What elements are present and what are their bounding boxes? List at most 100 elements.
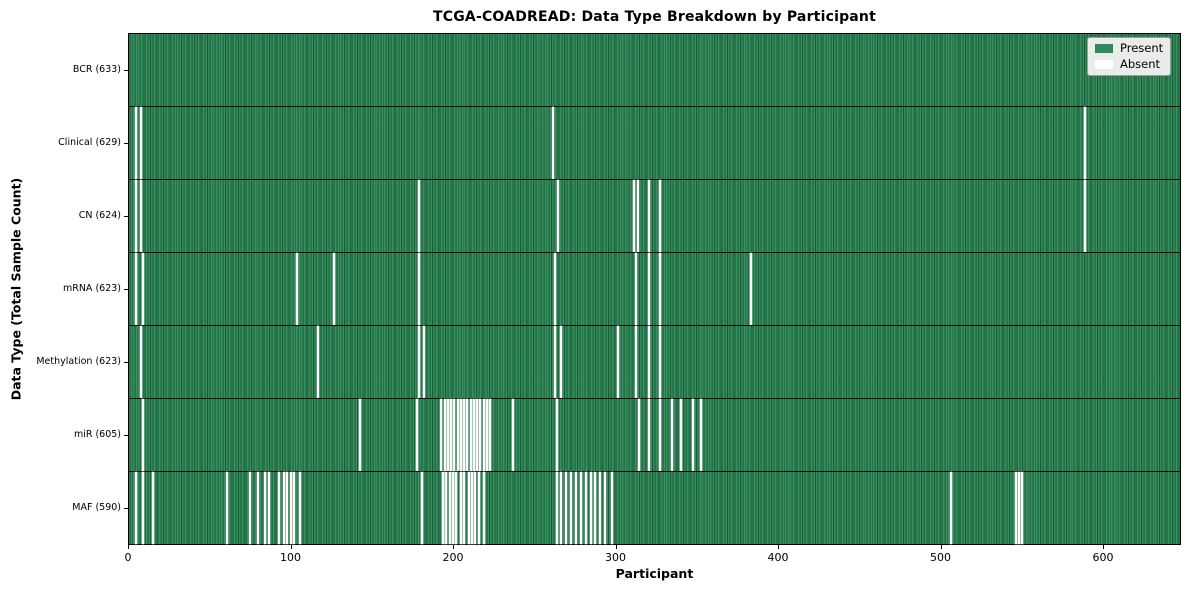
absent-stripe [659,180,662,252]
absent-stripe [263,472,266,544]
absent-stripe [474,472,477,544]
absent-stripe [680,399,683,471]
y-tick-label-BCR: BCR (633) [72,63,121,75]
legend-item-present: Present [1095,41,1164,55]
y-tick-mark [124,142,128,144]
absent-stripe [1021,472,1024,544]
x-tick-label: 600 [1092,551,1114,564]
absent-stripe [560,326,563,398]
legend: Present Absent [1087,37,1171,76]
absent-stripe [555,472,558,544]
absent-stripe [648,180,650,252]
heatmap-row-BCR [129,34,1180,106]
absent-stripe [670,399,673,471]
absent-stripe [949,472,952,544]
absent-stripe [482,399,485,471]
absent-stripe [257,472,260,544]
absent-stripe [633,180,636,252]
absent-stripe [359,399,362,471]
x-tick-label: 200 [442,551,464,564]
absent-stripe [453,399,456,471]
absent-stripe [472,399,475,471]
legend-item-absent: Absent [1095,58,1162,71]
absent-stripe [417,326,420,398]
absent-stripe [448,472,451,544]
absent-stripe [226,472,229,544]
absent-stripe [445,472,448,544]
absent-stripe [691,399,694,471]
absent-stripe [635,253,638,325]
x-tick-mark [778,545,779,549]
absent-stripe [467,472,470,544]
heatmap-plot-area [128,33,1181,545]
legend-label-present: Present [1120,41,1164,55]
absent-stripe [141,399,144,471]
absent-stripe [292,472,295,544]
absent-stripe [471,472,474,544]
y-tick-mark [124,215,128,217]
absent-stripe [140,326,143,398]
y-tick-mark [124,435,128,437]
absent-stripe [442,472,445,544]
absent-stripe [489,399,492,471]
x-tick-label: 100 [280,551,301,564]
y-tick-label-Methylation: Methylation (623) [36,356,121,368]
y-tick-label-MAF: MAF (590) [72,502,121,514]
absent-stripe [638,399,641,471]
absent-stripe [446,399,449,471]
x-axis-label: Participant [615,566,694,581]
y-axis-label: Data Type (Total Sample Count) [8,177,24,401]
absent-stripe [648,399,650,471]
chart-title: TCGA-COADREAD: Data Type Breakdown by Pa… [433,9,876,25]
absent-stripe [584,472,587,544]
absent-stripe [476,399,479,471]
absent-stripe [1084,107,1087,179]
absent-stripe [610,472,613,544]
absent-stripe [553,326,556,398]
absent-stripe [511,399,514,471]
absent-stripe [477,472,480,544]
absent-stripe [417,253,420,325]
x-tick-label: 500 [930,551,951,564]
absent-stripe [635,326,638,398]
absent-stripe [579,472,582,544]
absent-stripe [555,399,558,471]
x-tick-label: 300 [605,551,626,564]
absent-stripe [659,253,662,325]
absent-stripe [659,326,662,398]
absent-stripe [599,472,602,544]
y-tick-mark [124,508,128,510]
heatmap-row-MAF [129,471,1180,544]
absent-stripe [648,326,650,398]
y-tick-label-miR: miR (605) [73,429,121,441]
absent-stripe [422,326,425,398]
absent-stripe [459,399,462,471]
y-tick-label-CN: CN (624) [78,209,121,221]
y-tick-label-Clinical: Clinical (629) [58,136,121,148]
x-tick-mark [453,545,454,549]
absent-stripe [648,253,650,325]
heatmap-row-Methylation [129,325,1180,398]
absent-stripe [604,472,607,544]
absent-stripe [135,253,138,325]
absent-stripe [557,180,560,252]
heatmap-row-CN [129,179,1180,252]
absent-stripe [317,326,320,398]
absent-stripe [283,472,286,544]
y-tick-mark [124,362,128,364]
heatmap-row-mRNA [129,252,1180,325]
absent-stripe [636,180,639,252]
absent-stripe [333,253,336,325]
absent-stripe [575,472,578,544]
absent-stripe [699,399,702,471]
x-tick-mark [1103,545,1104,549]
y-tick-mark [124,289,128,290]
heatmap-row-Clinical [129,106,1180,179]
present-swatch-icon [1095,44,1113,54]
absent-stripe [135,107,138,179]
x-tick-label: 0 [124,551,132,564]
x-tick-label: 400 [767,551,789,564]
absent-stripe [463,399,466,471]
absent-stripe [1014,472,1017,544]
